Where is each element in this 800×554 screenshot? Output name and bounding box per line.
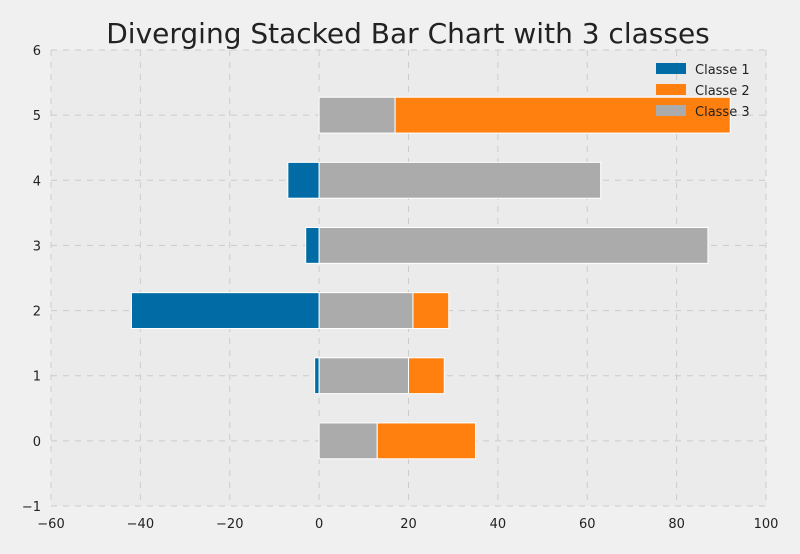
bar-classe-3 <box>318 96 396 134</box>
x-tick-label: −60 <box>37 517 64 532</box>
bar-classe-1 <box>130 292 320 329</box>
y-tick-label: 6 <box>33 44 41 59</box>
x-tick-label: 20 <box>400 517 417 532</box>
bars <box>130 96 731 460</box>
bar-classe-2 <box>412 292 450 329</box>
legend-label: Classe 3 <box>695 105 750 120</box>
y-tick-label: 5 <box>33 109 41 124</box>
x-tick-label: 0 <box>315 517 323 532</box>
x-tick-label: −20 <box>216 517 243 532</box>
bar-classe-3 <box>318 357 409 395</box>
y-axis-ticks: −1 0 1 2 3 4 5 6 <box>22 44 41 515</box>
x-tick-label: 80 <box>668 517 685 532</box>
chart-title: Diverging Stacked Bar Chart with 3 class… <box>106 17 710 50</box>
y-tick-label: 1 <box>33 370 41 385</box>
bar-classe-3 <box>318 161 602 199</box>
bar-classe-3 <box>318 422 378 460</box>
y-tick-label: 3 <box>33 239 41 254</box>
bar-classe-2 <box>408 357 445 395</box>
bar-classe-3 <box>318 227 709 264</box>
x-tick-label: −40 <box>127 517 154 532</box>
x-tick-label: 60 <box>579 517 596 532</box>
legend: Classe 1 Classe 2 Classe 3 <box>656 63 750 120</box>
bar-classe-1 <box>314 357 320 395</box>
bar-classe-2 <box>376 422 477 460</box>
y-tick-label: −1 <box>22 500 41 515</box>
bar-classe-3 <box>318 292 414 329</box>
legend-swatch <box>656 63 686 74</box>
x-tick-label: 40 <box>490 517 507 532</box>
y-tick-label: 4 <box>33 174 41 189</box>
legend-swatch <box>656 105 686 116</box>
legend-label: Classe 2 <box>695 84 750 99</box>
legend-swatch <box>656 84 686 95</box>
legend-label: Classe 1 <box>695 63 750 78</box>
x-axis-ticks: −60 −40 −20 0 20 40 60 80 100 <box>37 517 778 532</box>
bar-classe-1 <box>287 161 320 199</box>
y-tick-label: 2 <box>33 305 41 320</box>
x-tick-label: 100 <box>754 517 779 532</box>
bar-classe-1 <box>305 227 320 264</box>
y-tick-label: 0 <box>33 435 41 450</box>
